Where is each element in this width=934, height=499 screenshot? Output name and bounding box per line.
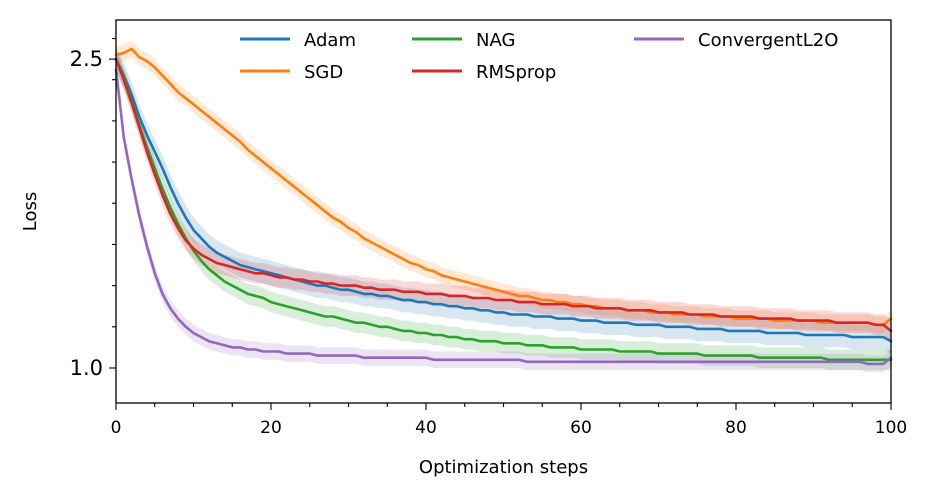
- x-axis-label: Optimization steps: [419, 457, 588, 478]
- legend-item-nag: NAG: [412, 30, 515, 51]
- line-rmsprop: [114, 57, 893, 333]
- band-rmsprop: [116, 48, 891, 342]
- series-lines: [114, 47, 893, 366]
- x-tick-label: 40: [415, 418, 437, 438]
- band-convergentl2o: [116, 61, 891, 373]
- line-nag: [114, 57, 893, 362]
- legend: Adam SGD NAG RMSprop ConvergentL2O: [240, 30, 838, 83]
- x-tick-label: 60: [570, 418, 592, 438]
- y-tick-label: 2.5: [70, 47, 103, 71]
- x-tick-label: 100: [875, 418, 907, 438]
- band-adam: [116, 46, 891, 354]
- legend-item-sgd: SGD: [240, 62, 343, 83]
- legend-label: NAG: [476, 30, 515, 51]
- legend-item-convergentl2o: ConvergentL2O: [634, 30, 838, 51]
- legend-item-rmsprop: RMSprop: [412, 62, 556, 83]
- y-tick-label: 1.0: [70, 356, 103, 380]
- x-tick-label: 0: [111, 418, 122, 438]
- legend-label: Adam: [304, 30, 356, 51]
- legend-label: RMSprop: [476, 62, 556, 83]
- legend-label: ConvergentL2O: [698, 30, 838, 51]
- confidence-bands: [116, 40, 891, 373]
- x-tick-label: 80: [725, 418, 747, 438]
- x-tick-label: 20: [260, 418, 282, 438]
- line-adam: [114, 57, 893, 343]
- x-axis: 0 20 40 60 80 100: [111, 403, 907, 438]
- line-convergentl2o: [114, 68, 893, 366]
- y-axis: 1.0 2.5: [70, 37, 116, 380]
- y-axis-label: Loss: [20, 192, 41, 231]
- legend-label: SGD: [304, 62, 343, 83]
- legend-item-adam: Adam: [240, 30, 356, 51]
